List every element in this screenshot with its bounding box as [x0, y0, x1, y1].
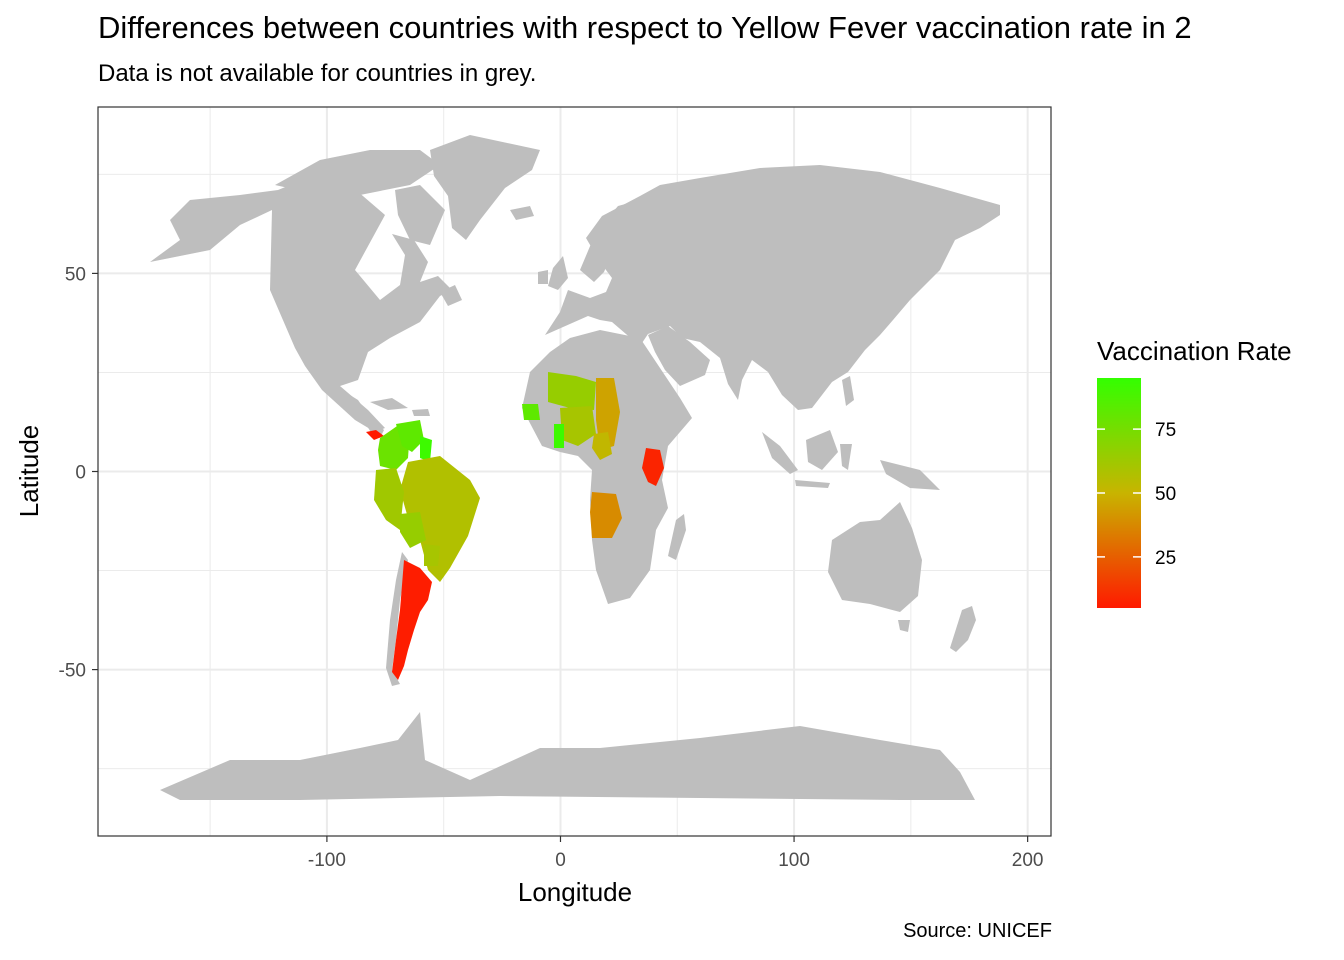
arabian-peninsula [648, 326, 710, 386]
region-paraguay [424, 544, 440, 566]
new-guinea [880, 460, 940, 490]
central-america [330, 390, 384, 438]
java [795, 480, 830, 488]
region-ghana [554, 424, 564, 448]
newfoundland [440, 285, 462, 306]
land-no-data [150, 135, 1000, 800]
x-axis-title: Longitude [518, 877, 632, 907]
legend-tick-label: 75 [1155, 420, 1176, 441]
legend-tick-label: 25 [1155, 548, 1176, 569]
cuba [370, 398, 408, 410]
chart-subtitle: Data is not available for countries in g… [98, 60, 537, 87]
greenland [430, 135, 540, 240]
madagascar [668, 514, 686, 560]
eurasia [545, 165, 1000, 410]
region-kenya [642, 448, 664, 486]
region-chad [596, 378, 620, 450]
arctic-islands [275, 150, 440, 195]
region-nigeria [560, 406, 596, 446]
chart-title: Differences between countries with respe… [98, 10, 1192, 45]
region-angola [590, 492, 622, 538]
region-cameroon [592, 432, 612, 460]
borneo [806, 430, 838, 470]
chart-caption: Source: UNICEF [903, 920, 1052, 942]
antarctica [160, 712, 975, 800]
region-peru [374, 468, 404, 530]
ireland [538, 270, 548, 284]
north-america [150, 172, 452, 432]
sumatra [762, 432, 798, 474]
iceland [510, 206, 534, 220]
philippines [842, 376, 854, 406]
x-tick-label: 200 [1012, 850, 1044, 871]
region-guyana [420, 436, 432, 462]
x-tick-label: 100 [778, 850, 810, 871]
legend-tick-label: 50 [1155, 484, 1176, 505]
scandinavia [580, 200, 640, 282]
legend: Vaccination Rate 75 50 25 [1097, 336, 1292, 608]
new-zealand [950, 606, 976, 652]
region-niger [548, 372, 596, 410]
region-senegal [522, 404, 540, 420]
legend-ticks: 75 50 25 [1097, 420, 1176, 569]
tasmania [898, 620, 910, 632]
great-britain [548, 256, 568, 290]
y-axis: 50 0 -50 [59, 264, 98, 682]
hispaniola [412, 409, 430, 416]
y-axis-title: Latitude [14, 425, 44, 518]
region-argentina [392, 560, 432, 680]
x-tick-label: 0 [555, 850, 566, 871]
legend-title: Vaccination Rate [1097, 336, 1292, 366]
y-tick-label: -50 [59, 661, 86, 682]
australia [828, 502, 922, 612]
x-axis: -100 0 100 200 [308, 836, 1044, 871]
japan [868, 285, 898, 330]
sulawesi [840, 444, 852, 470]
y-tick-label: 0 [75, 463, 86, 484]
region-panama [366, 430, 384, 440]
x-tick-label: -100 [308, 850, 346, 871]
data-regions [366, 372, 664, 680]
region-venezuela [396, 420, 424, 452]
region-bolivia [400, 512, 426, 548]
region-brazil [400, 456, 480, 582]
y-tick-label: 50 [65, 264, 86, 285]
baffin-island [395, 185, 445, 245]
